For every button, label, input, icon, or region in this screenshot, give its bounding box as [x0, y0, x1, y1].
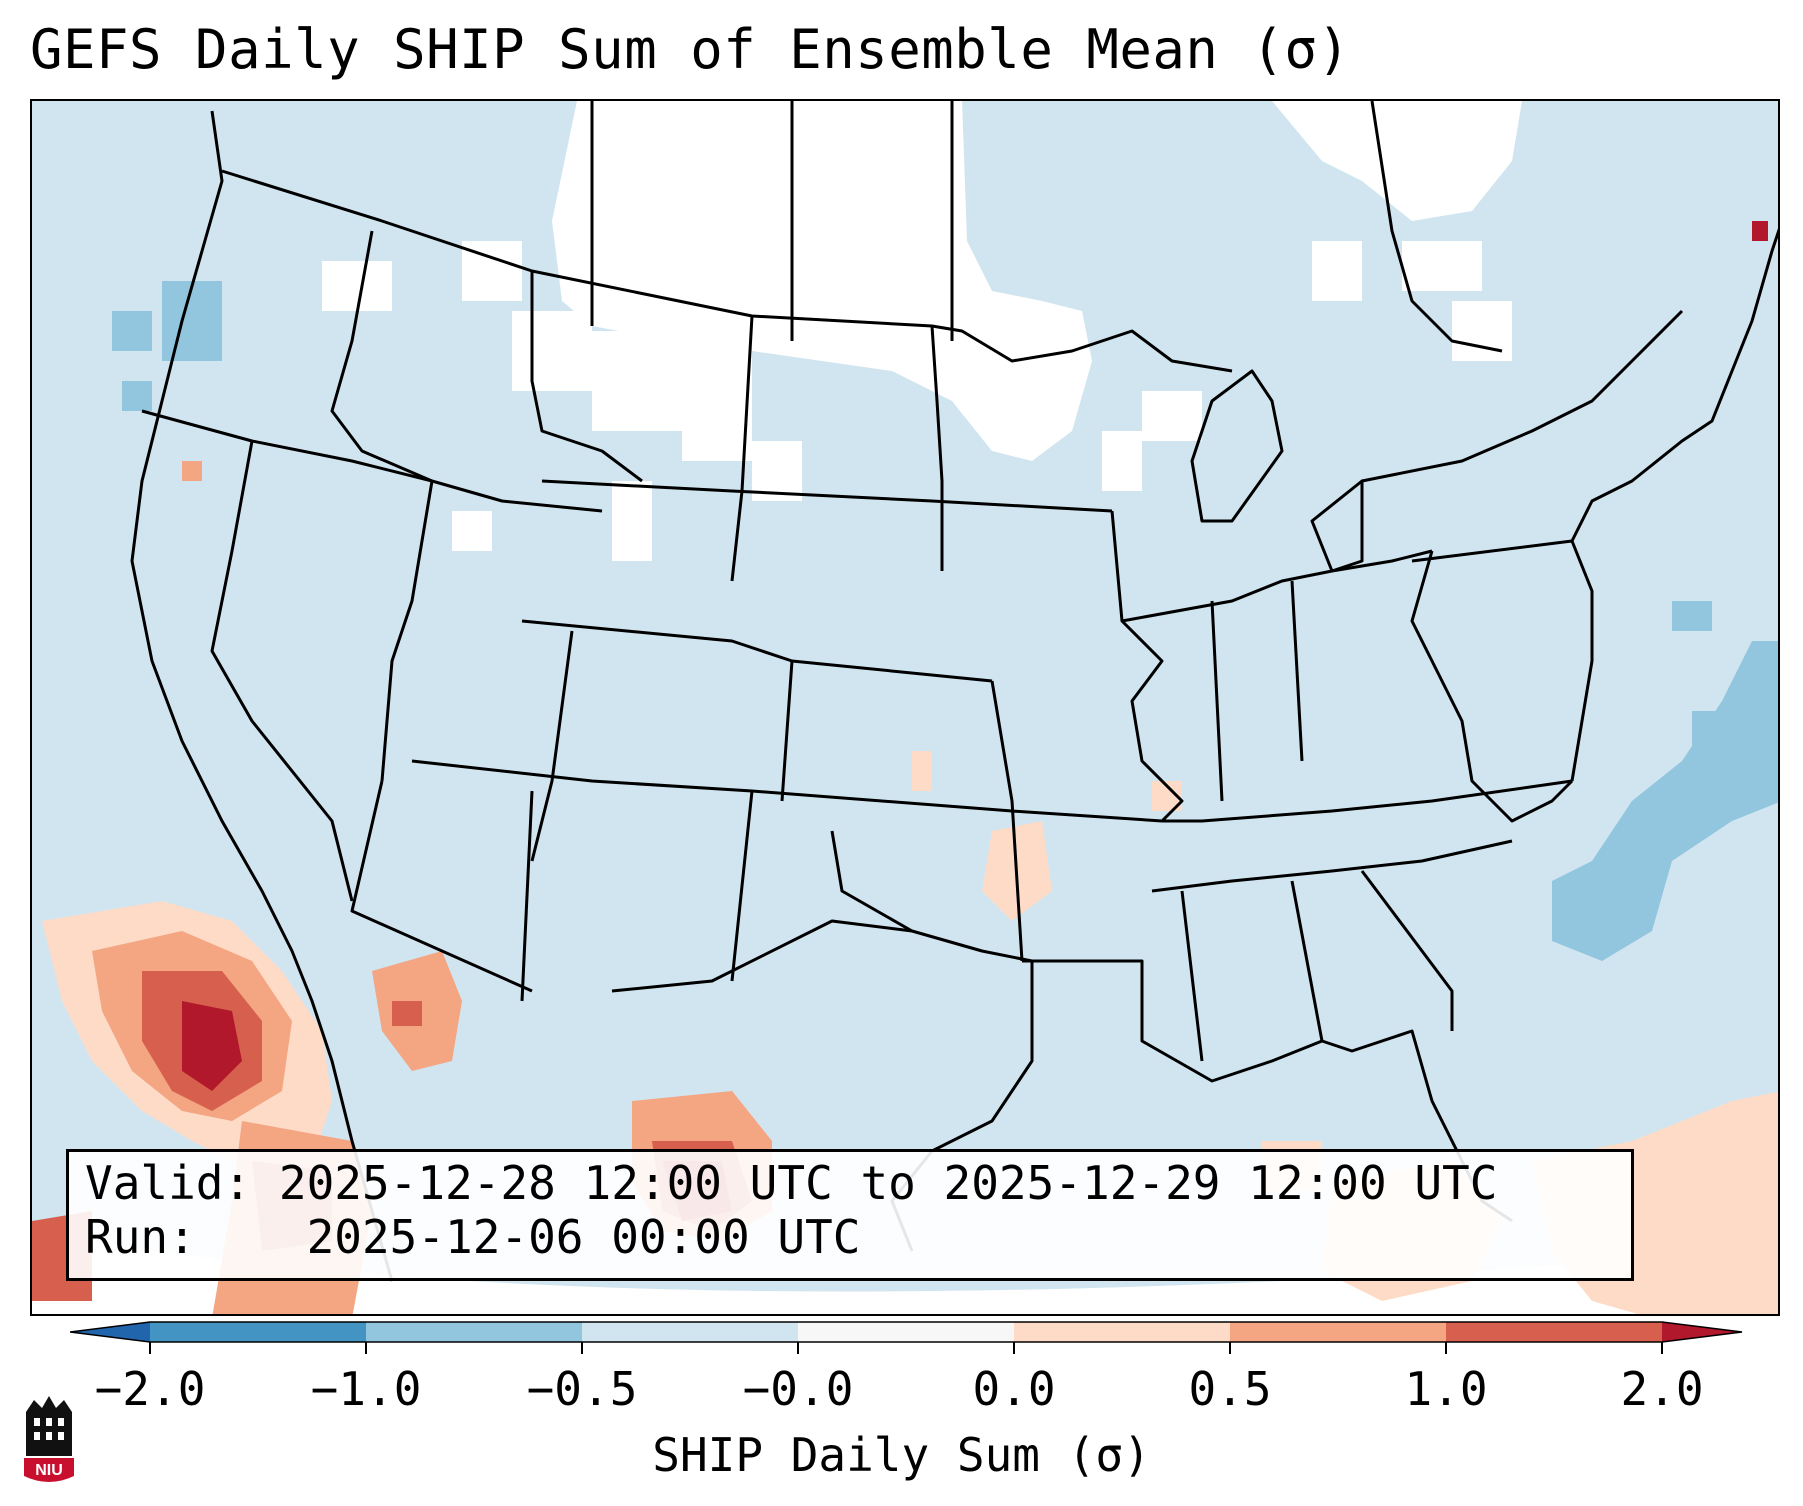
projection-edge [32, 1231, 1778, 1314]
colorbar-tick-label: −0.0 [742, 1362, 854, 1416]
run-row: Run: 2025-12-06 00:00 UTC [85, 1210, 1615, 1264]
colorbar-bin [1446, 1322, 1662, 1342]
colorbar-tick-label: 0.0 [972, 1362, 1056, 1416]
colorbar-tick-label: −0.5 [526, 1362, 638, 1416]
colorbar-tick-label: 1.0 [1404, 1362, 1488, 1416]
colorbar-tick-label: 0.5 [1188, 1362, 1272, 1416]
colorbar-bin [1230, 1322, 1446, 1342]
colorbar-bin [582, 1322, 798, 1342]
valid-label: Valid: [85, 1156, 252, 1210]
run-label: Run: [85, 1210, 196, 1264]
logo-text: NIU [35, 1462, 63, 1479]
colorbar-bin [366, 1322, 582, 1342]
colorbar-bin [1014, 1322, 1230, 1342]
colorbar-under-arrow [70, 1322, 150, 1342]
niu-logo: NIU [24, 1396, 74, 1482]
negative-anomaly-areas [112, 281, 1778, 961]
valid-row: Valid: 2025-12-28 12:00 UTC to 2025-12-2… [85, 1156, 1615, 1210]
colorbar-tick-label: −2.0 [94, 1362, 206, 1416]
valid-value: 2025-12-28 12:00 UTC to 2025-12-29 12:00… [278, 1156, 1498, 1210]
colorbar [70, 1321, 1743, 1354]
boundaries [130, 101, 1778, 1282]
colorbar-tick-label: 2.0 [1620, 1362, 1704, 1416]
colorbar-tick-label: −1.0 [310, 1362, 422, 1416]
run-value: 2025-12-06 00:00 UTC [306, 1210, 861, 1264]
ship-map [32, 101, 1778, 1314]
colorbar-bin [798, 1322, 1014, 1342]
map-panel [30, 99, 1780, 1316]
neutral-areas [322, 101, 1522, 561]
colorbar-bin [150, 1322, 366, 1342]
map-title: GEFS Daily SHIP Sum of Ensemble Mean (σ) [30, 18, 1351, 81]
colorbar-label: SHIP Daily Sum (σ) [652, 1428, 1151, 1482]
valid-run-box: Valid: 2025-12-28 12:00 UTC to 2025-12-2… [66, 1149, 1634, 1281]
colorbar-over-arrow [1662, 1322, 1742, 1342]
